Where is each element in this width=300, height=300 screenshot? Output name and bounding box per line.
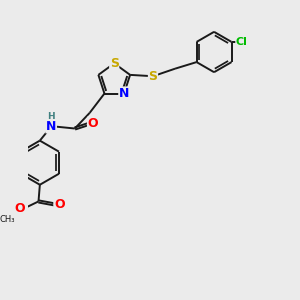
Text: N: N [119, 87, 129, 100]
Text: O: O [54, 198, 64, 211]
Text: N: N [46, 120, 56, 133]
Text: H: H [47, 112, 55, 121]
Text: O: O [88, 117, 98, 130]
Text: CH₃: CH₃ [0, 215, 14, 224]
Text: Cl: Cl [236, 37, 248, 47]
Text: O: O [14, 202, 25, 215]
Text: S: S [148, 70, 158, 83]
Text: S: S [110, 57, 119, 70]
